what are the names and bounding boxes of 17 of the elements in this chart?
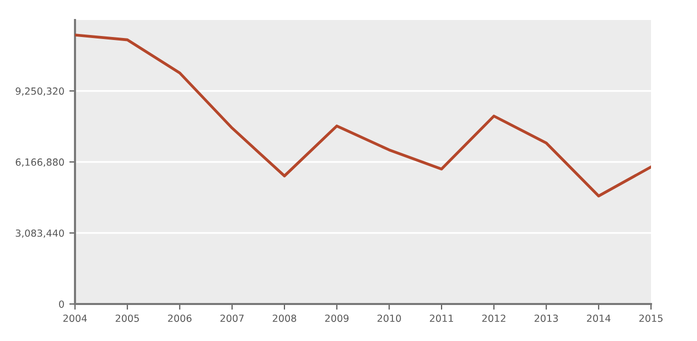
x-tick-label: 2004 [63,314,87,322]
x-tick-label: 2011 [430,314,454,322]
x-tick-label: 2014 [586,314,610,322]
y-tick-label: 0 [59,300,64,308]
x-tick-label: 2010 [378,314,401,322]
y-tick-label: 6,166,880 [16,158,64,167]
y-tick-label: 9,250,320 [16,87,64,96]
x-tick-label: 2013 [534,314,558,322]
x-tick-label: 2009 [325,314,349,322]
x-tick-label: 2006 [168,314,192,322]
x-tick-label: 2008 [272,314,296,322]
x-tick-label: 2012 [482,314,506,322]
x-tick-label: 2007 [220,314,244,322]
line-series [75,34,651,198]
y-tick-label: 3,083,440 [16,229,64,238]
x-tick-label: 2005 [116,314,139,322]
x-tick-label: 2015 [639,314,663,322]
